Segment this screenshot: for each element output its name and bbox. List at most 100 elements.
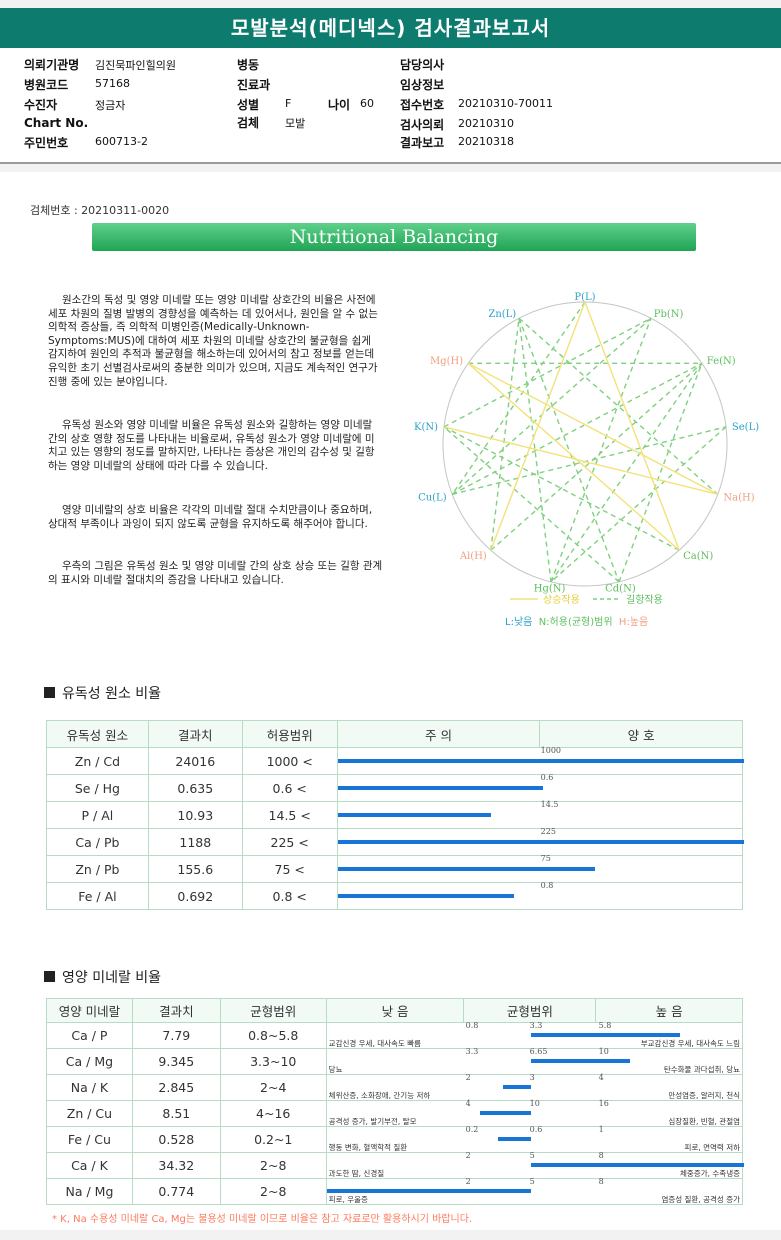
rrn-label: 주민번호 xyxy=(24,136,69,150)
synergy-line xyxy=(490,301,586,551)
report-date-value: 20210318 xyxy=(458,135,514,148)
high-symptom-note: 탄수화물 과다섭취, 당뇨 xyxy=(663,1065,740,1074)
hosp-code-value: 57168 xyxy=(95,77,130,90)
threshold-tick-label: 0.6 xyxy=(540,773,554,782)
low-bound-tick: 0.2 xyxy=(465,1125,479,1134)
table-row: Zn / Cd 24016 1000 < 1000 xyxy=(46,746,744,775)
table-row: Na / K 2.845 2~4 2 3 4 체위산증, 소화장애, 간기능 저하 만성염증,… xyxy=(46,1073,744,1101)
high-symptom-note: 심장질환, 빈혈, 관절염 xyxy=(668,1117,740,1126)
mid-tick: 5 xyxy=(529,1151,535,1160)
mineral-node-label: P(L) xyxy=(574,292,595,303)
high-bound-tick: 5.8 xyxy=(598,1021,612,1030)
antagonism-legend-label: 길항작용 xyxy=(626,593,663,606)
low-bound-tick: 2 xyxy=(465,1177,471,1186)
synergy-line xyxy=(467,362,719,495)
description-paragraph: 영양 미네랄의 상호 비율은 각각의 미네랄 절대 수치만큼이나 중요하며, 상… xyxy=(48,504,373,530)
result-value: 10.93 xyxy=(147,801,243,829)
ward-label: 병동 xyxy=(237,58,260,72)
synergy-line xyxy=(584,301,680,551)
result-value: 1188 xyxy=(147,828,243,856)
table-row: Ca / P 7.79 0.8~5.8 0.8 3.3 5.8 교감신경 우세, 대사속도 … xyxy=(46,1021,744,1049)
high-symptom-note: 만성염증, 알러지, 천식 xyxy=(668,1091,740,1100)
specimen-label: 검체 xyxy=(237,116,260,130)
ratio-name: Fe / Al xyxy=(46,882,149,910)
report-body: 검체번호 : 20210311-0020 Nutritional Balanci… xyxy=(0,172,781,1230)
balance-range: 3.3~10 xyxy=(219,1048,327,1075)
sex-value: F xyxy=(285,97,292,110)
patient-label: 수진자 xyxy=(24,98,58,112)
req-org-value: 김진묵파인힐의원 xyxy=(95,59,176,72)
mineral-node-label: Al(H) xyxy=(459,551,487,562)
antagonism-line xyxy=(490,318,520,551)
table-row: Fe / Cu 0.528 0.2~1 0.2 0.6 1 행동 변화, 혈액학적 질환 피로… xyxy=(46,1125,744,1153)
high-symptom-note: 체중증가, 수족냉증 xyxy=(680,1169,740,1178)
table-row: Na / Mg 0.774 2~8 2 5 8 피로, 우울증 염증성 질환, 공격성 증가 xyxy=(46,1177,744,1205)
low-symptom-note: 교감신경 우세, 대사속도 빠름 xyxy=(328,1039,422,1048)
footnote: * K, Na 수용성 미네랄 Ca, Mg는 불용성 미네랄 이므로 비율은 … xyxy=(52,1214,473,1225)
low-bound-tick: 0.8 xyxy=(465,1021,479,1030)
age-label: 나이 xyxy=(328,98,351,112)
antagonism-line xyxy=(518,318,620,583)
low-bound-tick: 3.3 xyxy=(465,1047,479,1056)
table-row: Zn / Cu 8.51 4~16 4 10 16 공격성 증가, 발기부전, 탈모 심장질환… xyxy=(46,1099,744,1127)
mid-tick: 6.65 xyxy=(529,1047,548,1056)
receipt-label: 접수번호 xyxy=(400,98,445,112)
test-req-value: 20210310 xyxy=(458,117,514,130)
nutrient-section-label: 영양 미네랄 비율 xyxy=(62,970,162,986)
table-row: Se / Hg 0.635 0.6 < 0.6 xyxy=(46,773,744,802)
mineral-node-label: Mg(H) xyxy=(430,356,463,367)
synergy-line xyxy=(467,362,680,551)
column-header: 허용범위 xyxy=(241,720,338,748)
table-row: Ca / Mg 9.345 3.3~10 3.3 6.65 10 당뇨 탄수화물 과다섭취, … xyxy=(46,1047,744,1075)
nutrient-ratio-table: 영양 미네랄 결과치 균형범위 낮 음 균형범위 높 음 Ca / P 7.79 0… xyxy=(46,998,744,1205)
ratio-bar xyxy=(337,813,491,817)
result-value: 9.345 xyxy=(131,1048,221,1075)
mineral-node-label: Ca(N) xyxy=(683,551,713,562)
patient-value: 정금자 xyxy=(95,99,126,112)
result-value: 0.528 xyxy=(131,1126,221,1153)
low-symptom-note: 공격성 증가, 발기부전, 탈모 xyxy=(328,1117,417,1126)
high-symptom-note: 부교감신경 우세, 대사속도 느림 xyxy=(640,1039,740,1048)
specimen-value: 모발 xyxy=(285,117,306,130)
wheel-legend: 상승작용 길항작용 xyxy=(510,593,663,606)
ratio-name: Na / Mg xyxy=(46,1178,133,1205)
column-header: 영양 미네랄 xyxy=(46,998,133,1023)
ratio-bar-cell: 2 5 8 과도한 땀, 신경질 체중증가, 수족냉증 xyxy=(325,1151,744,1179)
toxic-ratio-table: 유독성 원소 결과치 허용범위 주 의 양 호 Zn / Cd 24016 1000… xyxy=(46,720,744,910)
threshold-tick-label: 14.5 xyxy=(540,800,559,809)
low-symptom-note: 당뇨 xyxy=(328,1065,343,1074)
table-row: Fe / Al 0.692 0.8 < 0.8 xyxy=(46,881,744,910)
column-header: 결과치 xyxy=(131,998,221,1023)
allowed-range: 14.5 < xyxy=(241,801,338,829)
req-org-label: 의뢰기관명 xyxy=(24,58,80,72)
ratio-name: Zn / Cd xyxy=(46,747,149,775)
ratio-bar xyxy=(337,894,515,898)
ratio-bar-cell: 0.8 3.3 5.8 교감신경 우세, 대사속도 빠름 부교감신경 우세, 대사속도 … xyxy=(325,1021,744,1049)
low-symptom-note: 과도한 땀, 신경질 xyxy=(328,1169,385,1178)
test-req-label: 검사의뢰 xyxy=(400,118,445,132)
allowed-range: 0.6 < xyxy=(241,774,338,802)
ratio-bar-cell: 14.5 xyxy=(336,800,744,829)
result-value: 0.774 xyxy=(131,1178,221,1205)
mineral-node-label: K(N) xyxy=(414,422,438,433)
ratio-bar xyxy=(326,1189,532,1193)
doctor-label: 담당의사 xyxy=(400,58,445,72)
result-value: 8.51 xyxy=(131,1100,221,1127)
column-header: 낮 음 xyxy=(325,998,465,1023)
antagonism-line xyxy=(490,362,703,551)
table-row: Ca / Pb 1188 225 < 225 xyxy=(46,827,744,856)
mid-tick: 3.3 xyxy=(529,1021,543,1030)
column-header: 결과치 xyxy=(147,720,243,748)
section-square-icon xyxy=(44,971,55,982)
description-paragraph: 유독성 원소와 영양 미네랄 비율은 유독성 원소와 길항하는 영양 미네랄 간… xyxy=(48,419,375,472)
synergy-line xyxy=(443,426,718,496)
threshold-tick-label: 75 xyxy=(540,854,551,863)
low-bound-tick: 2 xyxy=(465,1073,471,1082)
balance-range: 2~4 xyxy=(219,1074,327,1101)
high-bound-tick: 8 xyxy=(598,1177,604,1186)
ratio-name: Na / K xyxy=(46,1074,133,1101)
legend-high: H:높음 xyxy=(618,617,649,628)
ratio-bar xyxy=(498,1137,532,1141)
mineral-node-label: Na(H) xyxy=(723,492,754,503)
ratio-bar xyxy=(337,840,744,844)
